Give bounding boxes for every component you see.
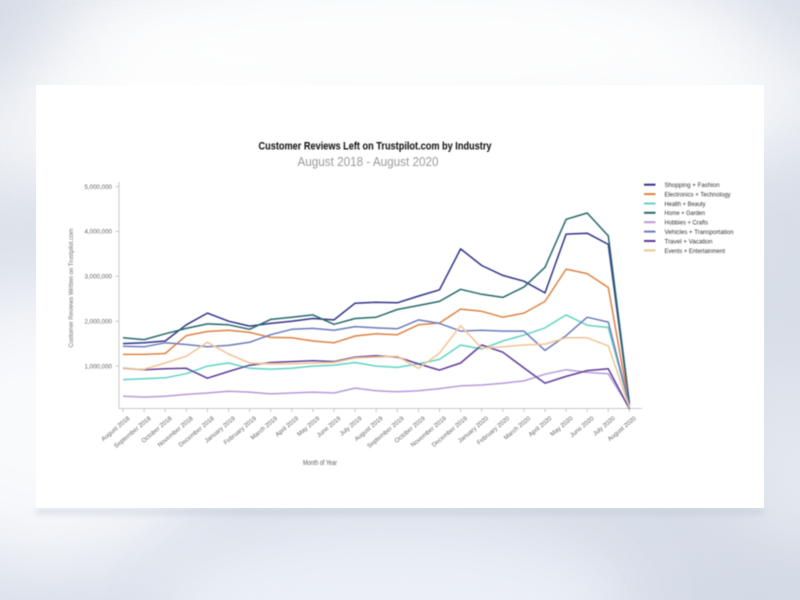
svg-text:2,000,000: 2,000,000 <box>85 319 113 326</box>
svg-text:Home + Garden: Home + Garden <box>665 210 706 217</box>
svg-text:Customer Reviews Left on Trust: Customer Reviews Left on Trustpilot.com … <box>259 141 493 153</box>
svg-text:Shopping + Fashion: Shopping + Fashion <box>665 182 720 189</box>
svg-text:Events + Entertainment: Events + Entertainment <box>665 248 726 255</box>
svg-text:5,000,000: 5,000,000 <box>85 184 113 191</box>
svg-text:4,000,000: 4,000,000 <box>85 229 113 236</box>
svg-text:1,000,000: 1,000,000 <box>85 363 113 370</box>
svg-text:Month of Year: Month of Year <box>303 460 338 467</box>
svg-text:3,000,000: 3,000,000 <box>85 274 113 281</box>
svg-text:August 2018 - August 2020: August 2018 - August 2020 <box>298 155 439 169</box>
svg-text:Electronics + Technology: Electronics + Technology <box>665 192 732 199</box>
svg-text:Health + Beauty: Health + Beauty <box>665 201 707 208</box>
svg-text:Hobbies + Crafts: Hobbies + Crafts <box>665 220 709 227</box>
svg-text:Vehicles + Transportation: Vehicles + Transportation <box>665 229 734 236</box>
svg-text:Travel + Vacation: Travel + Vacation <box>665 238 713 245</box>
svg-text:Customer Reviews Written on Tr: Customer Reviews Written on Trustpilot.c… <box>68 228 75 347</box>
